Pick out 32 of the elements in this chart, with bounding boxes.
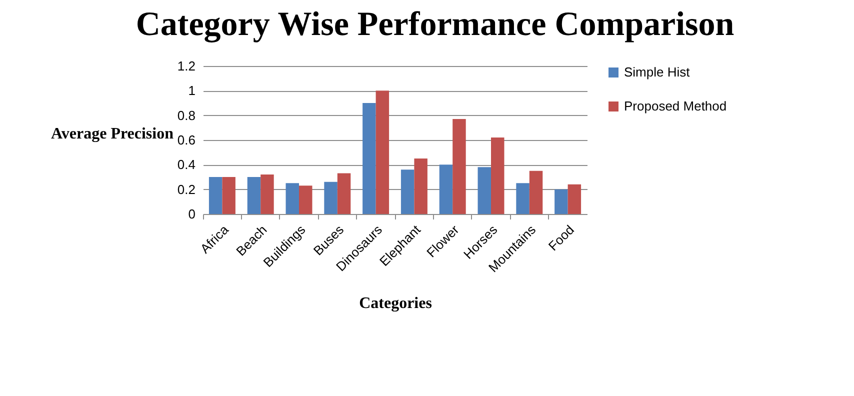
y-tick-label: 0.6 <box>177 132 196 148</box>
y-axis-title: Average Precision <box>51 126 174 142</box>
bar <box>299 186 312 214</box>
y-tick-label: 0.4 <box>177 157 196 172</box>
bar <box>247 177 261 214</box>
bar <box>516 183 530 214</box>
bar <box>452 119 466 214</box>
y-tick-label: 0 <box>188 206 196 222</box>
legend-label: Proposed Method <box>624 98 727 114</box>
legend-label: Simple Hist <box>624 64 690 80</box>
chart-title: Category Wise Performance Comparison <box>136 6 734 43</box>
bar <box>362 103 376 214</box>
bar <box>222 177 236 214</box>
bar <box>400 170 414 214</box>
bar <box>568 184 582 214</box>
y-tick-label: 0.8 <box>177 108 196 123</box>
bar <box>439 164 453 214</box>
bar <box>208 177 222 214</box>
bar <box>324 182 338 214</box>
bar <box>554 189 568 214</box>
bar <box>260 174 274 214</box>
bar <box>337 173 351 214</box>
bar <box>478 167 491 214</box>
y-tick-label: 1 <box>188 83 196 98</box>
bar <box>286 183 299 214</box>
bar <box>414 158 428 214</box>
y-tick-label: 0.2 <box>177 182 196 197</box>
y-tick-label: 1.2 <box>177 58 196 74</box>
bar <box>376 90 390 214</box>
bar <box>491 138 504 214</box>
bar <box>529 170 543 214</box>
x-axis-title: Categories <box>359 295 432 312</box>
